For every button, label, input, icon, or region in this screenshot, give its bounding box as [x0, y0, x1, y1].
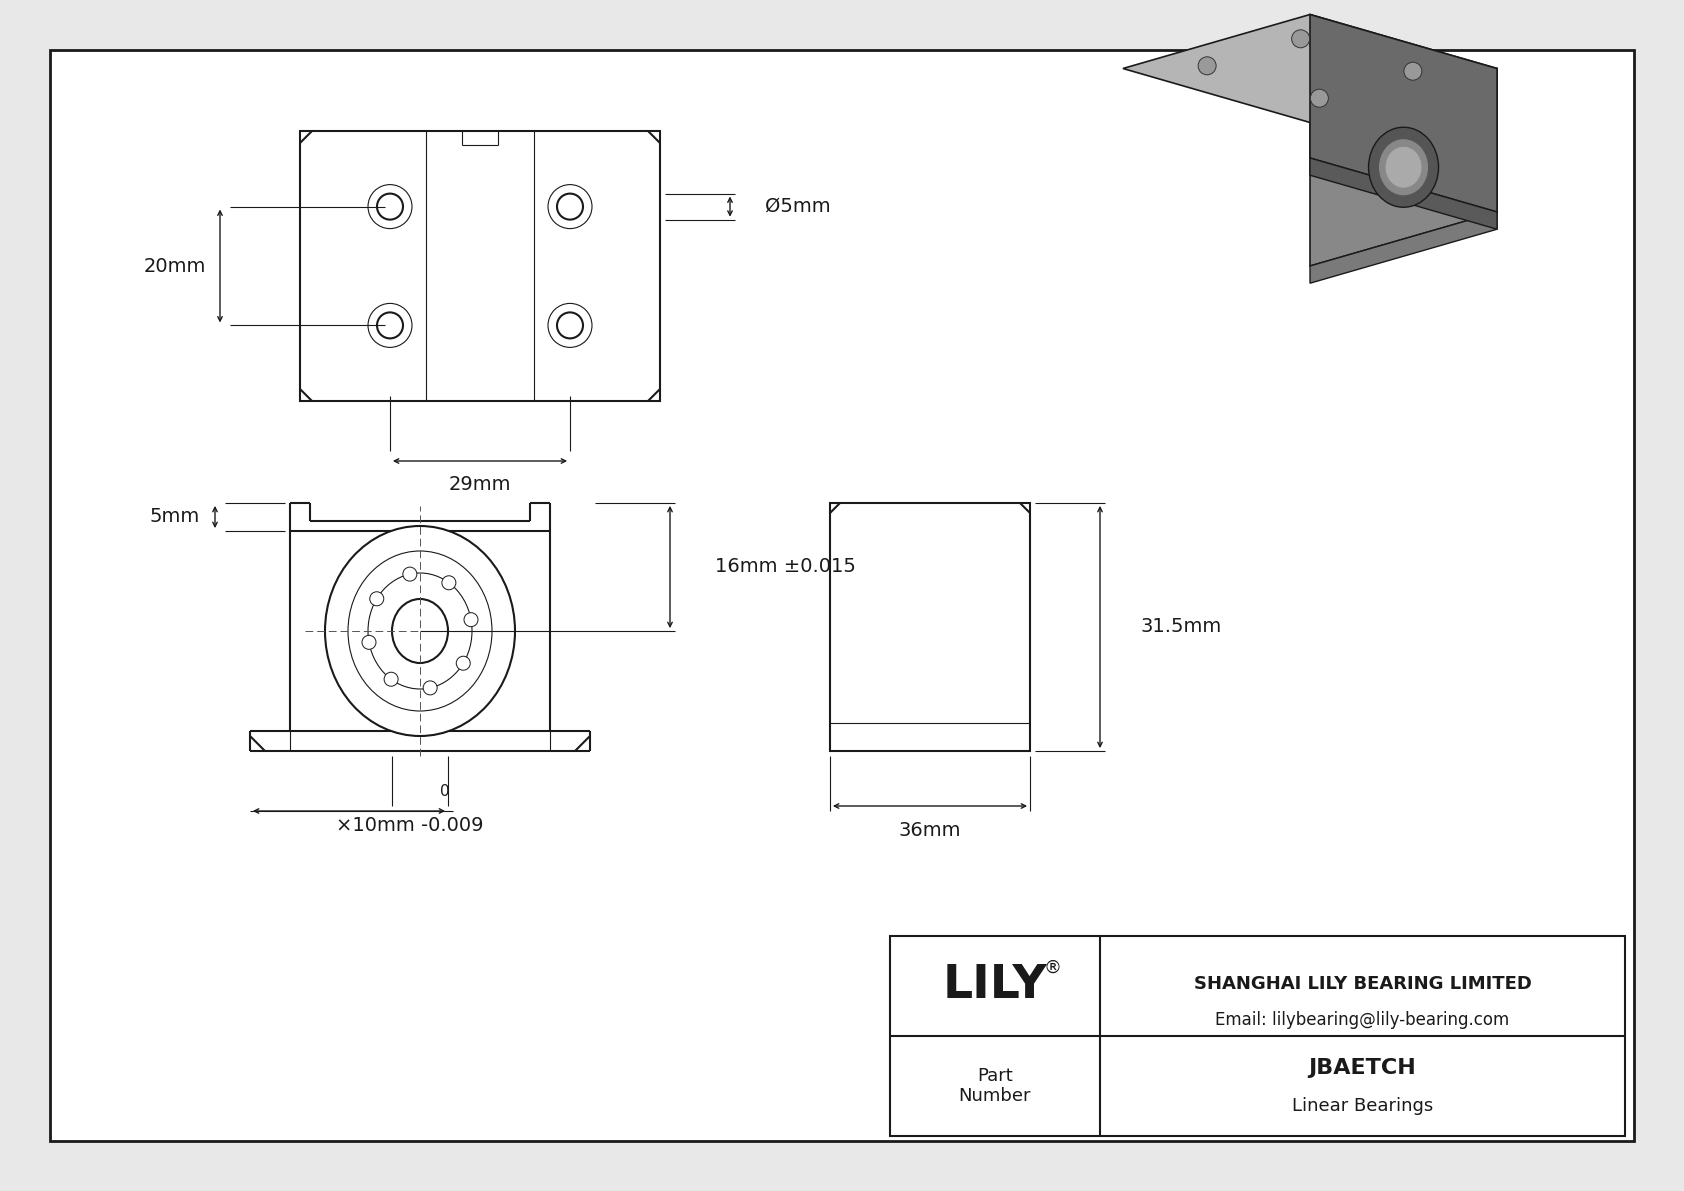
Text: 20mm: 20mm: [143, 256, 205, 275]
Polygon shape: [1310, 14, 1497, 212]
Ellipse shape: [392, 599, 448, 663]
Ellipse shape: [1386, 148, 1421, 187]
Circle shape: [377, 312, 402, 338]
Text: JBAETCH: JBAETCH: [1308, 1058, 1416, 1078]
Circle shape: [369, 185, 413, 229]
Polygon shape: [1310, 212, 1497, 283]
Polygon shape: [1310, 69, 1497, 266]
Text: Linear Bearings: Linear Bearings: [1292, 1097, 1433, 1115]
Text: 36mm: 36mm: [899, 822, 962, 841]
Bar: [290, 531, 551, 731]
Polygon shape: [1123, 14, 1497, 123]
Text: Email: lilybearing@lily-bearing.com: Email: lilybearing@lily-bearing.com: [1216, 1011, 1509, 1029]
Circle shape: [441, 575, 456, 590]
Bar: [830, 503, 1031, 752]
Text: 29mm: 29mm: [448, 475, 512, 494]
Circle shape: [423, 681, 438, 694]
Circle shape: [370, 592, 384, 606]
Text: 16mm ±0.015: 16mm ±0.015: [716, 557, 855, 576]
Text: ×10mm -0.009: ×10mm -0.009: [337, 816, 483, 835]
Circle shape: [1404, 62, 1421, 80]
Ellipse shape: [1369, 127, 1438, 207]
Text: 31.5mm: 31.5mm: [1140, 617, 1221, 636]
Text: 0: 0: [440, 784, 450, 798]
Circle shape: [384, 672, 397, 686]
Circle shape: [402, 567, 418, 581]
Ellipse shape: [1379, 139, 1428, 195]
Circle shape: [377, 194, 402, 219]
Circle shape: [369, 304, 413, 348]
Text: Part
Number: Part Number: [958, 1067, 1031, 1105]
Text: SHANGHAI LILY BEARING LIMITED: SHANGHAI LILY BEARING LIMITED: [1194, 975, 1531, 993]
Circle shape: [1197, 57, 1216, 75]
Circle shape: [547, 304, 593, 348]
Text: LILY: LILY: [943, 964, 1047, 1009]
Ellipse shape: [349, 551, 492, 711]
Bar: [891, 936, 1625, 1136]
Text: ®: ®: [1044, 959, 1063, 977]
Circle shape: [456, 656, 470, 671]
Circle shape: [1292, 30, 1310, 48]
Circle shape: [547, 185, 593, 229]
Circle shape: [557, 312, 583, 338]
Ellipse shape: [369, 573, 472, 690]
Circle shape: [1310, 89, 1329, 107]
Circle shape: [465, 612, 478, 626]
Text: Ø5mm: Ø5mm: [765, 197, 830, 216]
Circle shape: [557, 194, 583, 219]
Bar: [300, 131, 660, 401]
Circle shape: [362, 635, 376, 649]
Ellipse shape: [325, 526, 515, 736]
Text: 5mm: 5mm: [150, 507, 200, 526]
Polygon shape: [1310, 158, 1497, 229]
